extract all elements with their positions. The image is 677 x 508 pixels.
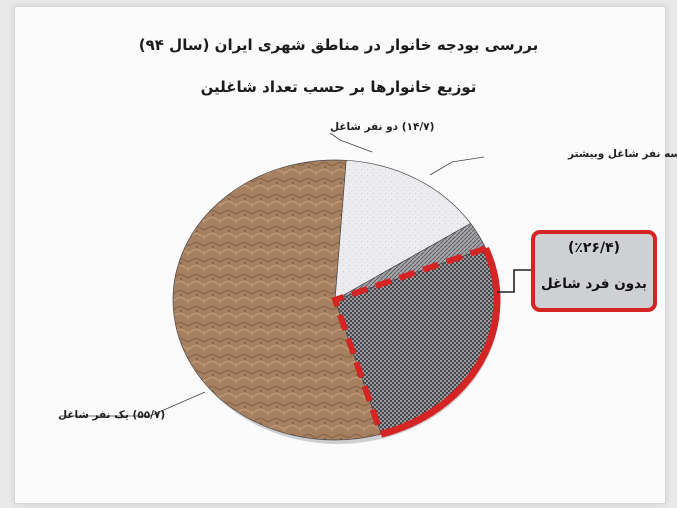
leader-one-worker — [60, 391, 206, 417]
label-two-workers: (۱۴/۷) دو نفر شاغل — [330, 121, 434, 133]
highlight-dashed-radii — [331, 245, 487, 436]
highlight-arc — [380, 247, 501, 438]
leader-two-workers — [329, 132, 373, 153]
slice-one-worker — [172, 159, 382, 441]
callout-label: بدون فرد شاغل — [541, 276, 647, 292]
chart-title: بررسی بودجه خانوار در مناطق شهری ایران (… — [138, 36, 539, 54]
label-three-plus-workers: (۳/۲) سه نفر شاغل وبیشتر — [567, 148, 677, 160]
highlight-callout: (٪۲۶/۴) بدون فرد شاغل — [531, 230, 657, 312]
callout-percent: (٪۲۶/۴) — [567, 240, 621, 256]
label-one-worker: (۵۵/۷) یک نفر شاغل — [58, 409, 165, 421]
leader-three-plus-workers — [429, 156, 485, 176]
callout-connector — [497, 269, 531, 293]
chart-subtitle: توزیع خانوارها بر حسب تعداد شاغلین — [200, 78, 477, 96]
slice-two-workers — [334, 159, 472, 301]
